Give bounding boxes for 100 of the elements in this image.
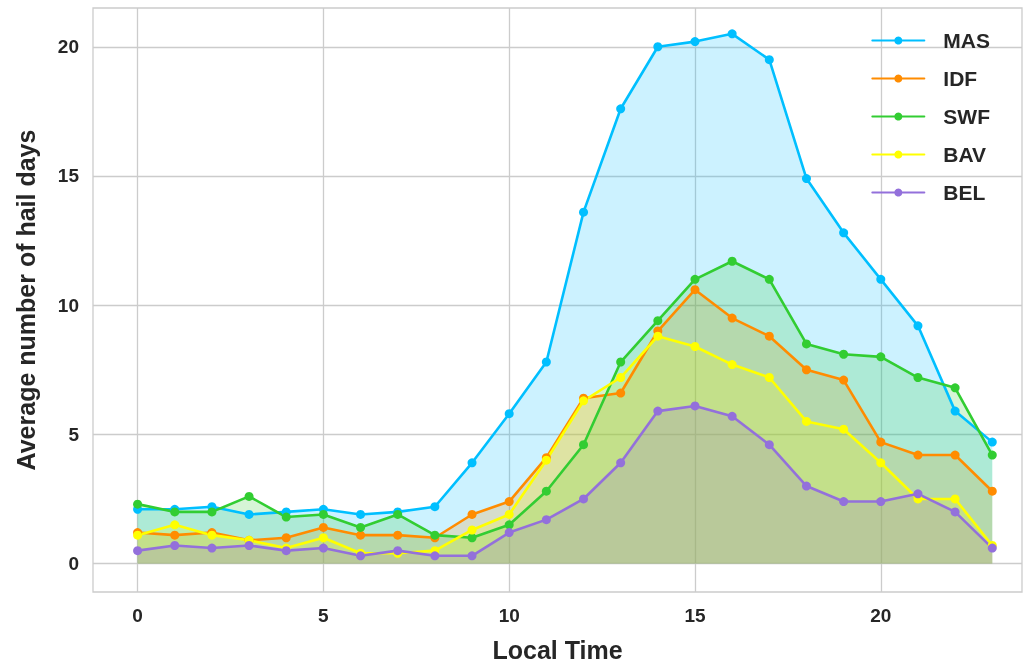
point: [727, 256, 737, 266]
point: [801, 481, 811, 491]
y-tick-label: 10: [57, 294, 79, 316]
x-tick-label: 20: [870, 605, 892, 626]
legend-label: BAV: [943, 143, 987, 166]
point: [430, 502, 440, 512]
point: [281, 533, 291, 543]
point: [950, 494, 960, 504]
point: [653, 331, 663, 341]
legend-label: BEL: [943, 181, 986, 204]
point: [541, 515, 551, 525]
point: [504, 528, 514, 538]
point: [876, 274, 886, 284]
point: [356, 522, 366, 532]
point: [801, 416, 811, 426]
point: [318, 533, 328, 543]
point: [839, 228, 849, 238]
point: [579, 440, 589, 450]
point: [170, 520, 180, 530]
point: [467, 509, 477, 519]
point: [133, 546, 143, 556]
legend-label: IDF: [943, 67, 978, 90]
point: [913, 450, 923, 460]
point: [616, 104, 626, 114]
point: [727, 411, 737, 421]
point: [764, 373, 774, 383]
point: [616, 458, 626, 468]
point: [541, 486, 551, 496]
legend-label: MAS: [943, 29, 991, 52]
point: [244, 509, 254, 519]
point: [467, 533, 477, 543]
point: [727, 29, 737, 39]
point: [504, 520, 514, 530]
point: [764, 55, 774, 65]
point: [207, 543, 217, 553]
point: [504, 497, 514, 507]
point: [318, 522, 328, 532]
point: [987, 486, 997, 496]
point: [690, 37, 700, 47]
point: [950, 450, 960, 460]
y-tick-label: 0: [68, 553, 79, 575]
point: [950, 406, 960, 416]
point: [727, 360, 737, 370]
x-tick-label: 0: [132, 605, 143, 626]
point: [653, 42, 663, 52]
point: [281, 512, 291, 522]
point: [467, 525, 477, 535]
point: [504, 409, 514, 419]
point: [690, 285, 700, 295]
x-tick-label: 5: [318, 605, 330, 626]
x-axis-title: Local Time: [492, 635, 623, 664]
point: [801, 365, 811, 375]
point: [170, 530, 180, 540]
point: [876, 352, 886, 362]
point: [616, 388, 626, 398]
point: [244, 491, 254, 501]
point: [133, 499, 143, 509]
point: [876, 437, 886, 447]
point: [616, 357, 626, 367]
point: [950, 507, 960, 517]
point: [690, 274, 700, 284]
point: [801, 174, 811, 184]
point: [876, 458, 886, 468]
x-tick-label: 10: [498, 605, 520, 626]
y-tick-label: 5: [68, 423, 80, 445]
point: [318, 543, 328, 553]
y-tick-label: 20: [57, 36, 79, 58]
point: [839, 497, 849, 507]
x-tick-label: 15: [684, 605, 706, 626]
point: [318, 509, 328, 519]
point: [839, 375, 849, 385]
point: [207, 507, 217, 517]
point: [839, 349, 849, 359]
point: [801, 339, 811, 349]
point: [913, 373, 923, 383]
point: [244, 540, 254, 550]
point: [356, 509, 366, 519]
point: [430, 551, 440, 561]
point: [913, 489, 923, 499]
point: [467, 458, 477, 468]
point: [579, 494, 589, 504]
point: [504, 509, 514, 519]
y-axis-title: Average number of hail days: [11, 129, 40, 471]
point: [987, 450, 997, 460]
point: [839, 424, 849, 434]
point: [541, 357, 551, 367]
point: [690, 401, 700, 411]
point: [764, 331, 774, 341]
point: [764, 440, 774, 450]
point: [467, 551, 477, 561]
point: [876, 497, 886, 507]
point: [579, 207, 589, 217]
point: [653, 316, 663, 326]
point: [653, 406, 663, 416]
point: [764, 274, 774, 284]
point: [690, 342, 700, 352]
point: [987, 437, 997, 447]
point: [170, 540, 180, 550]
point: [950, 383, 960, 393]
y-tick-label: 15: [57, 165, 80, 187]
